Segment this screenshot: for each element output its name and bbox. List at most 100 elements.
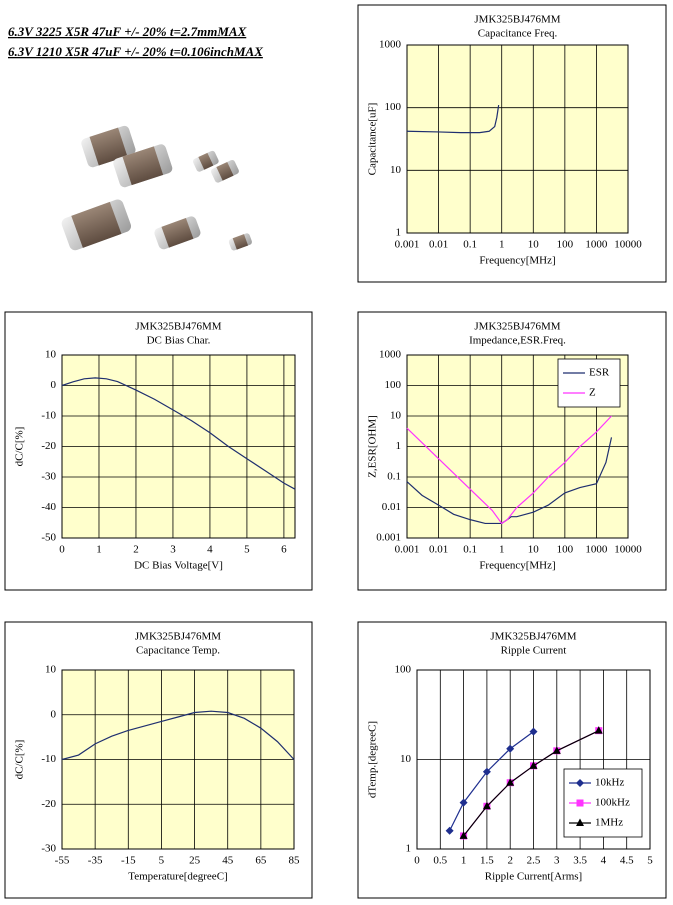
chart-title: JMK325BJ476MM — [490, 631, 576, 643]
x-tick-label: 2.5 — [527, 855, 541, 867]
legend-label: Z — [589, 387, 596, 399]
x-axis-label: Ripple Current[Arms] — [485, 871, 582, 883]
data-line — [61, 377, 296, 490]
x-tick-label: 1 — [499, 544, 505, 556]
legend-label: ESR — [589, 367, 610, 379]
y-tick-label: 1 — [406, 843, 412, 855]
chart-subtitle: Impedance,ESR.Freq. — [469, 335, 566, 347]
chart-title: JMK325BJ476MM — [135, 631, 221, 643]
x-tick-label: 0.5 — [433, 855, 447, 867]
y-axis-label: Z,ESR[OHM] — [367, 415, 379, 478]
marker — [482, 767, 491, 776]
x-tick-label: -15 — [121, 855, 136, 867]
x-tick-label: 0.01 — [429, 544, 448, 556]
y-tick-label: -20 — [41, 440, 56, 452]
y-tick-label: -50 — [41, 532, 56, 544]
x-tick-label: 10000 — [614, 239, 642, 251]
x-tick-label: 3 — [554, 855, 560, 867]
y-tick-label: 0 — [51, 708, 57, 720]
marker — [459, 798, 468, 807]
x-tick-label: 0.001 — [395, 544, 420, 556]
x-axis-label: DC Bias Voltage[V] — [134, 560, 223, 572]
y-tick-label: 0 — [51, 379, 57, 391]
y-tick-label: 0.001 — [376, 532, 401, 544]
marker — [576, 818, 584, 826]
x-tick-label: 3 — [170, 544, 176, 556]
y-tick-label: -10 — [41, 753, 56, 765]
legend-label: 100kHz — [595, 797, 630, 809]
legend — [557, 358, 621, 408]
x-tick-label: 2 — [133, 544, 139, 556]
x-tick-label: 65 — [255, 855, 267, 867]
x-tick-label: 1 — [96, 544, 102, 556]
y-axis-label: dC/C[%] — [14, 740, 26, 780]
y-tick-label: 10 — [400, 753, 412, 765]
x-tick-label: 25 — [189, 855, 201, 867]
x-tick-label: 4 — [207, 544, 213, 556]
y-tick-label: 0.01 — [382, 501, 401, 513]
y-tick-label: 1 — [396, 227, 402, 239]
marker — [594, 726, 603, 734]
y-axis-label: dC/C[%] — [14, 427, 26, 467]
y-tick-label: 100 — [385, 379, 402, 391]
chart-subtitle: Capacitance Temp. — [136, 645, 220, 657]
x-tick-label: 1000 — [585, 544, 608, 556]
x-tick-label: 1000 — [585, 239, 608, 251]
marker — [445, 826, 454, 835]
marker — [576, 799, 584, 807]
x-tick-label: 45 — [222, 855, 234, 867]
x-tick-label: 10 — [528, 544, 540, 556]
y-tick-label: 10 — [45, 349, 57, 361]
data-line — [463, 730, 600, 837]
x-tick-label: 4.5 — [620, 855, 634, 867]
chart-subtitle: Capacitance Freq. — [478, 28, 558, 40]
y-axis-label: dTemp.[degreeC] — [367, 721, 379, 798]
x-tick-label: 5 — [647, 855, 653, 867]
y-tick-label: 0.1 — [387, 471, 401, 483]
marker — [482, 801, 491, 810]
x-axis-label: Frequency[MHz] — [479, 560, 555, 572]
x-tick-label: 5 — [159, 855, 165, 867]
data-line — [406, 437, 613, 525]
y-tick-label: -20 — [41, 798, 56, 810]
header-line: 6.3V 3225 X5R 47uF +/- 20% t=2.7mmMAX — [8, 24, 247, 39]
y-tick-label: 10 — [390, 164, 402, 176]
chart-subtitle: DC Bias Char. — [147, 335, 211, 347]
plot-area — [406, 44, 629, 234]
x-tick-label: 0.1 — [463, 544, 477, 556]
data-line — [406, 415, 612, 525]
x-tick-label: 0.01 — [429, 239, 448, 251]
chart-title: JMK325BJ476MM — [135, 321, 221, 333]
x-tick-label: 0 — [59, 544, 65, 556]
y-tick-label: 1 — [396, 440, 402, 452]
x-tick-label: 10000 — [614, 544, 642, 556]
legend-label: 10kHz — [595, 777, 624, 789]
x-tick-label: 1 — [461, 855, 467, 867]
y-tick-label: 10 — [390, 410, 402, 422]
y-axis-label: Capacitance[uF] — [367, 103, 379, 176]
y-tick-label: -30 — [41, 843, 56, 855]
header-line: 6.3V 1210 X5R 47uF +/- 20% t=0.106inchMA… — [8, 44, 263, 59]
marker — [529, 761, 538, 769]
x-axis-label: Frequency[MHz] — [479, 255, 555, 267]
x-tick-label: 6 — [281, 544, 287, 556]
legend-label: 1MHz — [595, 817, 623, 829]
marker — [506, 744, 515, 753]
x-tick-label: 0 — [414, 855, 420, 867]
x-tick-label: 0.001 — [395, 239, 420, 251]
y-tick-label: -10 — [41, 410, 56, 422]
y-tick-label: 10 — [45, 664, 57, 676]
marker — [506, 778, 515, 786]
x-tick-label: 3.5 — [573, 855, 587, 867]
y-tick-label: 1000 — [379, 39, 402, 51]
chart-title: JMK325BJ476MM — [474, 321, 560, 333]
x-axis-label: Temperature[degreeC] — [128, 871, 227, 883]
x-tick-label: -35 — [88, 855, 103, 867]
x-tick-label: 100 — [557, 239, 574, 251]
x-tick-label: 1 — [499, 239, 505, 251]
y-tick-label: 100 — [395, 664, 412, 676]
y-tick-label: -30 — [41, 471, 56, 483]
product-photo — [61, 125, 252, 251]
x-tick-label: 5 — [244, 544, 250, 556]
